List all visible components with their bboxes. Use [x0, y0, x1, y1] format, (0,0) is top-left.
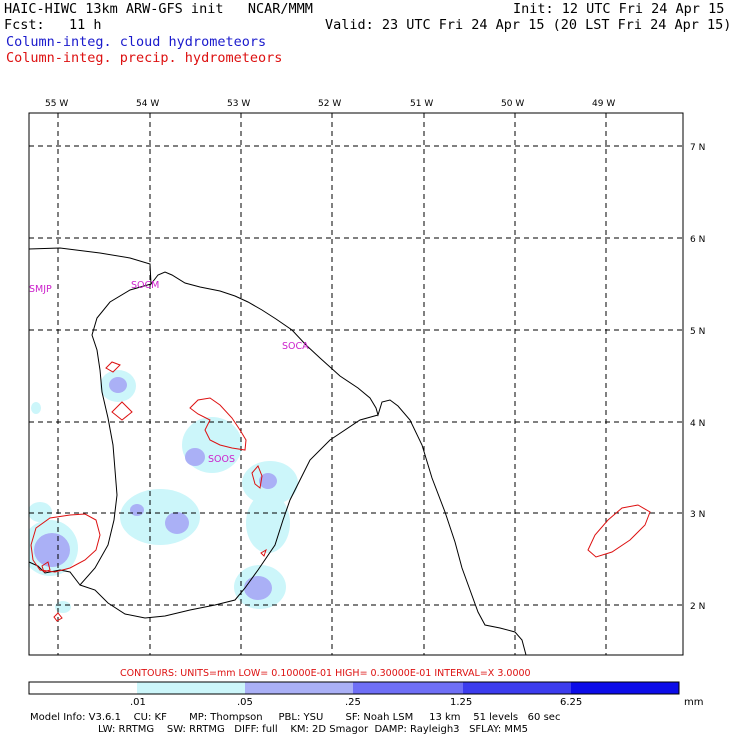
model-info-line2: LW: RRTMG SW: RRTMG DIFF: full KM: 2D Sm… [98, 724, 528, 735]
cloud-shading [29, 370, 298, 613]
lon-label: 54 W [136, 99, 159, 109]
station-label: SOCM [131, 280, 159, 291]
cloud-field-label: Column-integ. cloud hydrometeors [6, 34, 267, 50]
graticule [29, 113, 683, 655]
colorbar-tick: .25 [345, 697, 361, 708]
coastlines [28, 247, 527, 656]
valid-time: Valid: 23 UTC Fri 24 Apr 15 (20 LST Fri … [325, 17, 732, 33]
station-labels: SMJP SOCM SOCA SOOS [29, 280, 309, 465]
station-label: SOOS [208, 454, 235, 465]
lat-label: 4 N [690, 419, 705, 429]
model-info-line1: Model Info: V3.6.1 CU: KF MP: Thompson P… [30, 712, 561, 723]
colorbar-tick: 6.25 [560, 697, 582, 708]
lat-label: 6 N [690, 235, 705, 245]
lon-label: 51 W [410, 99, 433, 109]
station-label: SMJP [29, 284, 52, 295]
lat-label: 2 N [690, 602, 705, 612]
contour-info: CONTOURS: UNITS=mm LOW= 0.10000E-01 HIGH… [120, 668, 531, 679]
map-frame [28, 112, 684, 656]
lon-label: 49 W [592, 99, 615, 109]
init-time: Init: 12 UTC Fri 24 Apr 15 [513, 1, 725, 17]
colorbar-tick: 1.25 [450, 697, 472, 708]
colorbar-bin [29, 682, 137, 694]
colorbar-bin [245, 682, 353, 694]
lon-label: 53 W [227, 99, 250, 109]
colorbar-tick: .01 [130, 697, 146, 708]
lon-label: 50 W [501, 99, 524, 109]
colorbar-bin [137, 682, 245, 694]
precip-contours [30, 361, 651, 622]
latitude-labels: 7 N 6 N 5 N 4 N 3 N 2 N [690, 143, 705, 612]
colorbar-unit: mm [684, 697, 703, 708]
colorbar-bin [353, 682, 463, 694]
lon-label: 52 W [318, 99, 341, 109]
lat-label: 5 N [690, 327, 705, 337]
map-title: HAIC-HIWC 13km ARW-GFS init NCAR/MMM [4, 1, 313, 17]
lat-label: 3 N [690, 510, 705, 520]
lat-label: 7 N [690, 143, 705, 153]
station-label: SOCA [282, 341, 309, 352]
colorbar-bin [571, 682, 679, 694]
longitude-labels: 55 W 54 W 53 W 52 W 51 W 50 W 49 W [45, 99, 615, 109]
colorbar-tick: .05 [237, 697, 253, 708]
forecast-hour: Fcst: 11 h [4, 17, 102, 33]
precip-field-label: Column-integ. precip. hydrometeors [6, 50, 283, 66]
lon-label: 55 W [45, 99, 68, 109]
colorbar: .01 .05 .25 1.25 6.25 mm [28, 681, 703, 708]
colorbar-bin [463, 682, 571, 694]
